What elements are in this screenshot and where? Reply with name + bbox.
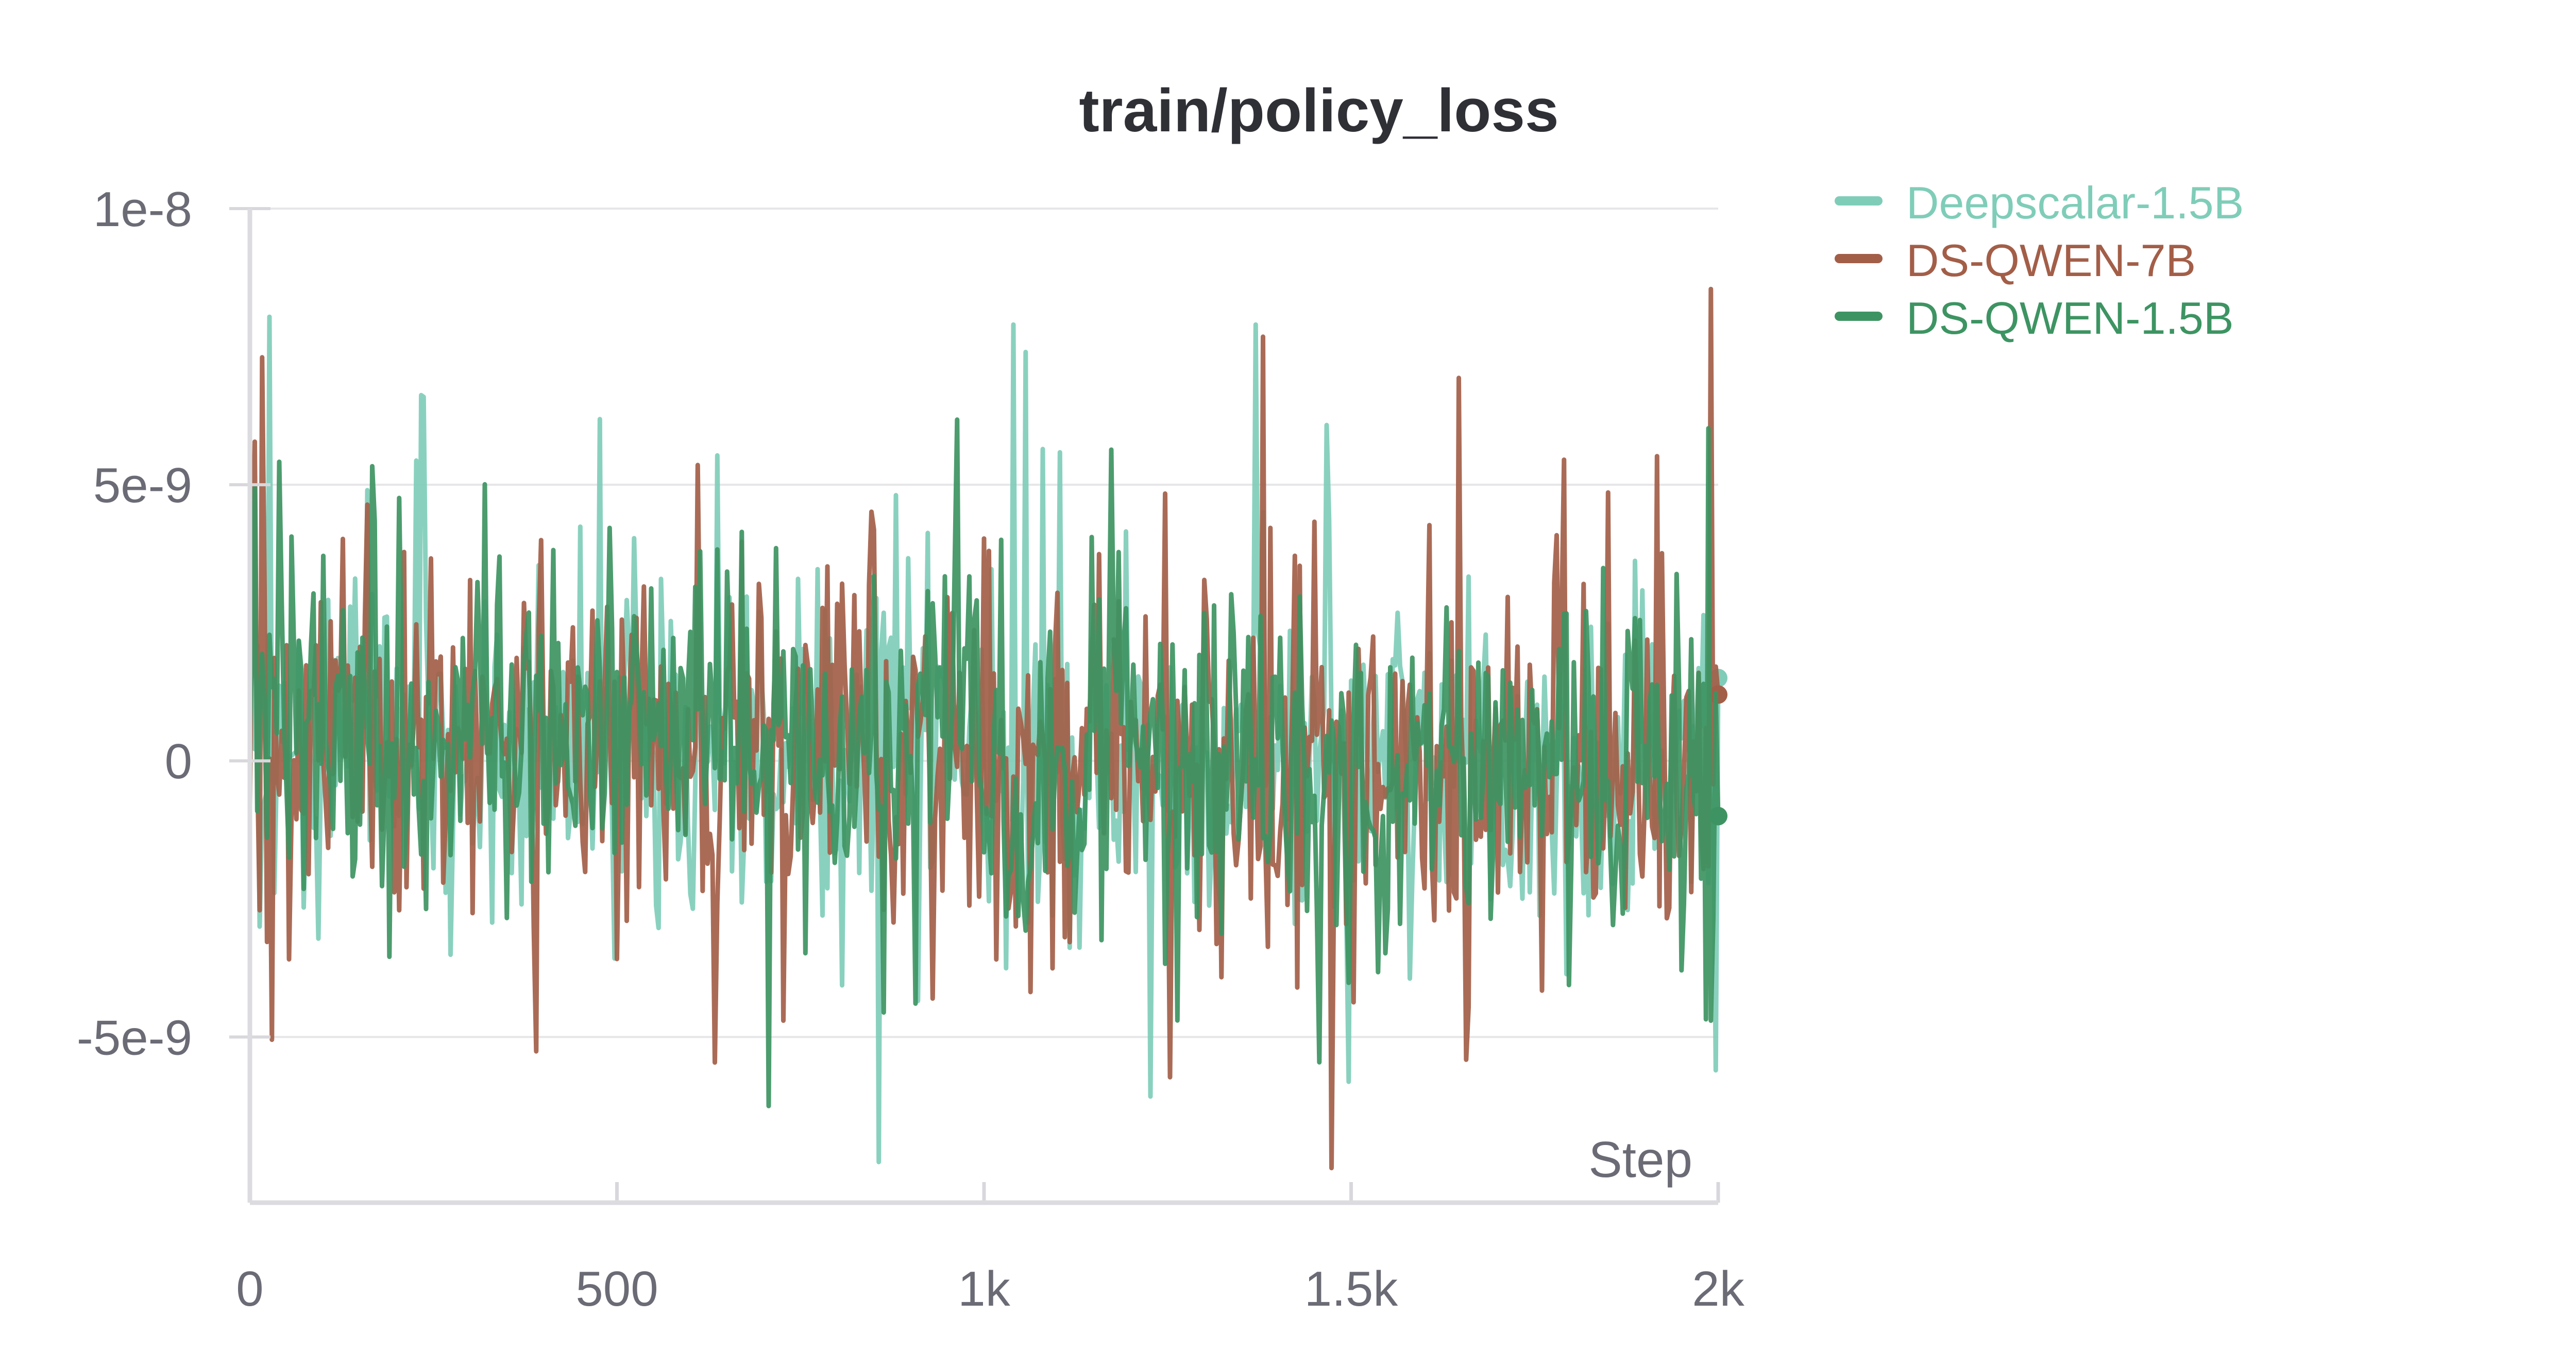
legend-item-ds-qwen-1-5b[interactable]: DS-QWEN-1.5B (1835, 293, 2234, 344)
y-tick-label: 1e-8 (93, 182, 192, 237)
x-tick-label: 1.5k (1304, 1261, 1398, 1316)
chart-title: train/policy_loss (1079, 77, 1558, 145)
x-tick-label: 0 (236, 1261, 263, 1316)
series-lines (247, 286, 1727, 1171)
legend-item-ds-qwen-7b[interactable]: DS-QWEN-7B (1835, 235, 2196, 286)
series-line-ds-qwen-1-5b (247, 417, 1721, 1108)
x-tick-label: 1k (958, 1261, 1010, 1316)
x-tick-label: 2k (1692, 1261, 1744, 1316)
x-tick-label: 500 (575, 1261, 658, 1316)
y-tick-label: -5e-9 (77, 1010, 192, 1065)
legend-label: DS-QWEN-7B (1906, 235, 2196, 286)
legend-label: DS-QWEN-1.5B (1906, 293, 2234, 344)
x-axis-title: Step (1588, 1131, 1692, 1188)
y-tick-label: 5e-9 (93, 458, 192, 513)
y-tick-label: 0 (165, 734, 192, 789)
legend-item-deepscalar-1-5b[interactable]: Deepscalar-1.5B (1835, 177, 2244, 228)
legend-label: Deepscalar-1.5B (1906, 177, 2244, 228)
legend[interactable]: Deepscalar-1.5B DS-QWEN-7B DS-QWEN-1.5B (1835, 177, 2244, 344)
axes: 1e-8 5e-9 0 -5e-9 0 500 1k 1.5k 2k (77, 182, 1745, 1316)
series-end-point (1709, 807, 1727, 826)
